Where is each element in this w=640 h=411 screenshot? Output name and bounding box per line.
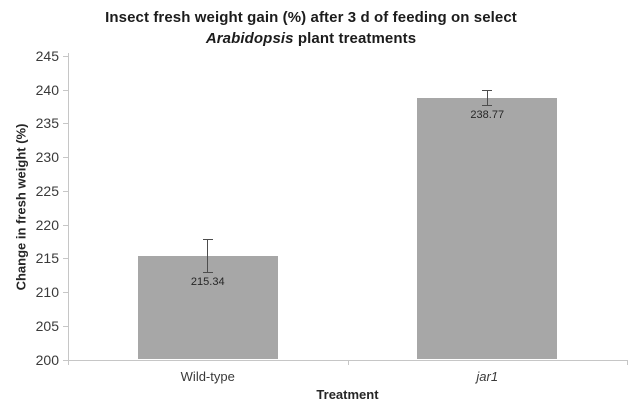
x-tick-mark bbox=[627, 359, 628, 365]
x-axis-title: Treatment bbox=[316, 387, 379, 402]
y-tick-label: 230 bbox=[35, 149, 59, 166]
y-tick-label: 210 bbox=[35, 284, 59, 301]
y-tick-mark bbox=[63, 224, 68, 226]
error-bar-cap-top bbox=[202, 239, 213, 241]
chart-title-line1: Insect fresh weight gain (%) after 3 d o… bbox=[105, 9, 517, 26]
x-category-label: jar1 bbox=[476, 369, 499, 384]
y-tick-mark bbox=[63, 359, 68, 361]
error-bar-cap-top bbox=[482, 89, 493, 91]
y-tick-mark bbox=[63, 258, 68, 260]
y-tick-label: 220 bbox=[35, 216, 59, 233]
x-tick-mark bbox=[68, 359, 69, 365]
x-category-label: Wild-type bbox=[180, 369, 235, 384]
error-bar-line bbox=[207, 239, 209, 272]
error-bar-cap-bottom bbox=[202, 271, 213, 273]
y-tick-label: 245 bbox=[35, 48, 59, 64]
y-tick-mark bbox=[63, 325, 68, 327]
chart-title-italic-word: Arabidopsis bbox=[205, 30, 294, 47]
y-tick-mark bbox=[63, 56, 68, 57]
y-tick-label: 240 bbox=[35, 81, 59, 98]
y-tick-label: 215 bbox=[35, 250, 59, 267]
chart-title: Insect fresh weight gain (%) after 3 d o… bbox=[0, 7, 622, 49]
error-bar-cap-bottom bbox=[482, 104, 493, 106]
error-bar-line bbox=[486, 89, 488, 105]
x-tick-mark bbox=[347, 359, 349, 365]
chart-title-line2: Arabidopsis plant treatments bbox=[0, 28, 622, 49]
y-tick-mark bbox=[63, 89, 68, 91]
y-tick-label: 235 bbox=[35, 115, 59, 132]
chart-title-line2-rest: plant treatments bbox=[293, 30, 417, 47]
bar-data-label: 238.77 bbox=[470, 108, 505, 121]
y-tick-mark bbox=[63, 123, 68, 125]
y-tick-label: 205 bbox=[35, 317, 59, 334]
y-tick-mark bbox=[63, 190, 68, 192]
bar-data-label: 215.34 bbox=[190, 275, 225, 288]
y-tick-label: 200 bbox=[35, 351, 59, 368]
y-tick-mark bbox=[63, 292, 68, 294]
bar bbox=[137, 256, 278, 360]
bar bbox=[417, 98, 558, 360]
y-tick-label: 225 bbox=[35, 182, 59, 199]
y-tick-mark bbox=[63, 157, 68, 159]
y-axis-line bbox=[68, 53, 69, 361]
